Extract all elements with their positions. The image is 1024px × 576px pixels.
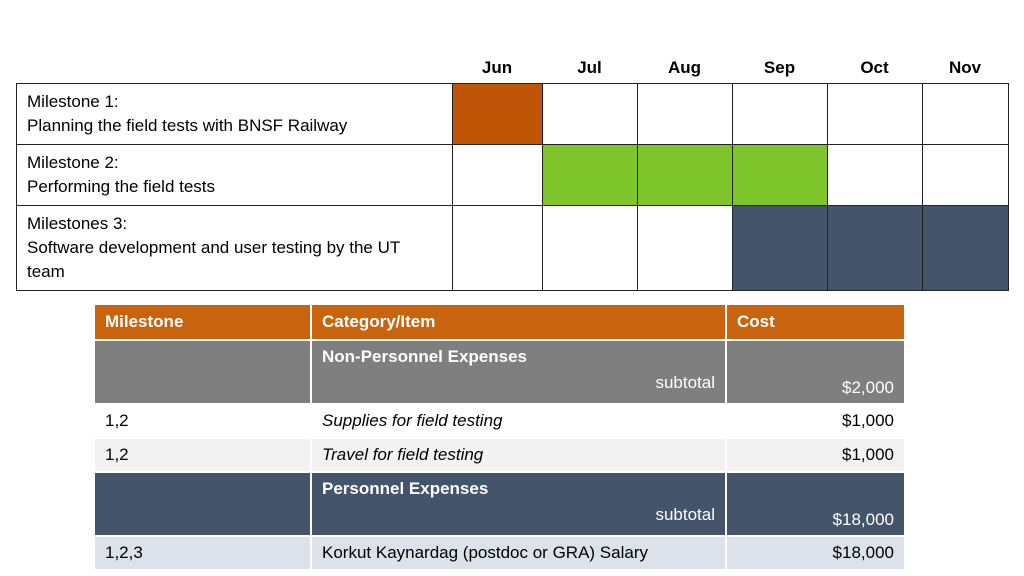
- table-row: 1,2,3 Korkut Kaynardag (postdoc or GRA) …: [95, 536, 904, 571]
- gantt-cell: [827, 144, 923, 206]
- header-category: Category/Item: [311, 305, 727, 341]
- item-cost: $18,000: [726, 536, 904, 571]
- item-name: Supplies for field testing: [311, 404, 727, 439]
- non-personnel-milestone-cell: [95, 340, 312, 405]
- table-row: 1,2 Travel for field testing $1,000: [95, 438, 904, 473]
- month-label-oct: Oct: [860, 58, 889, 77]
- item-cost: $1,000: [726, 404, 904, 439]
- personnel-milestone-cell: [95, 472, 312, 537]
- item-milestone: 1,2: [95, 438, 312, 473]
- milestone-1-title: Milestone 1:: [27, 92, 119, 111]
- gantt-cell: [922, 83, 1009, 145]
- personnel-category-cell: Personnel Expenses subtotal: [311, 472, 727, 537]
- milestone-2-label: Milestone 2: Performing the field tests: [16, 144, 453, 206]
- table-row: 1,2 Supplies for field testing $1,000: [95, 404, 904, 439]
- gantt-cell: [732, 83, 828, 145]
- non-personnel-title: Non-Personnel Expenses: [322, 347, 528, 366]
- header-cost: Cost: [726, 305, 904, 341]
- gantt-cell: [637, 83, 733, 145]
- gantt-cell: [732, 205, 828, 291]
- gantt-cell: [452, 83, 543, 145]
- personnel-subtotal-label: subtotal: [655, 505, 715, 524]
- milestone-1-description: Planning the field tests with BNSF Railw…: [27, 116, 348, 135]
- gantt-cell: [452, 144, 543, 206]
- gantt-month-header: Jun Jul Aug Sep Oct Nov: [452, 56, 1008, 80]
- gantt-cell: [452, 205, 543, 291]
- gantt-cell: [637, 205, 733, 291]
- gantt-cell: [542, 83, 638, 145]
- milestone-2-description: Performing the field tests: [27, 177, 216, 196]
- non-personnel-subtotal-value: $2,000: [726, 340, 904, 405]
- personnel-subtotal-value: $18,000: [726, 472, 904, 537]
- budget-header-row: Milestone Category/Item Cost: [95, 305, 904, 341]
- month-label-nov: Nov: [948, 58, 982, 77]
- item-cost: $1,000: [726, 438, 904, 473]
- gantt-row-milestone-3: Milestones 3: Software development and u…: [16, 205, 1009, 291]
- month-label-jul: Jul: [577, 58, 602, 77]
- gantt-cell: [922, 205, 1009, 291]
- gantt-row-milestone-1: Milestone 1: Planning the field tests wi…: [16, 83, 1009, 145]
- personnel-subtotal-row: Personnel Expenses subtotal $18,000: [95, 472, 904, 537]
- non-personnel-subtotal-row: Non-Personnel Expenses subtotal $2,000: [95, 340, 904, 405]
- month-label-jun: Jun: [481, 58, 513, 77]
- gantt-cell: [542, 205, 638, 291]
- gantt-cell: [542, 144, 638, 206]
- budget-table: Milestone Category/Item Cost Non-Personn…: [95, 305, 904, 571]
- month-label-aug: Aug: [667, 58, 702, 77]
- gantt-cell: [637, 144, 733, 206]
- gantt-row-milestone-2: Milestone 2: Performing the field tests: [16, 144, 1009, 206]
- milestone-3-description: Software development and user testing by…: [27, 238, 400, 281]
- milestone-3-title: Milestones 3:: [27, 214, 128, 233]
- item-name: Korkut Kaynardag (postdoc or GRA) Salary: [311, 536, 727, 571]
- item-milestone: 1,2: [95, 404, 312, 439]
- header-milestone: Milestone: [95, 305, 312, 341]
- item-milestone: 1,2,3: [95, 536, 312, 571]
- milestone-2-title: Milestone 2:: [27, 153, 119, 172]
- gantt-cell: [922, 144, 1009, 206]
- gantt-table: Milestone 1: Planning the field tests wi…: [16, 83, 1009, 291]
- gantt-cell: [732, 144, 828, 206]
- month-label-sep: Sep: [763, 58, 796, 77]
- personnel-title: Personnel Expenses: [322, 479, 489, 498]
- item-name: Travel for field testing: [311, 438, 727, 473]
- milestone-3-label: Milestones 3: Software development and u…: [16, 205, 453, 291]
- non-personnel-subtotal-label: subtotal: [655, 373, 715, 392]
- non-personnel-category-cell: Non-Personnel Expenses subtotal: [311, 340, 727, 405]
- milestone-1-label: Milestone 1: Planning the field tests wi…: [16, 83, 453, 145]
- gantt-cell: [827, 205, 923, 291]
- gantt-cell: [827, 83, 923, 145]
